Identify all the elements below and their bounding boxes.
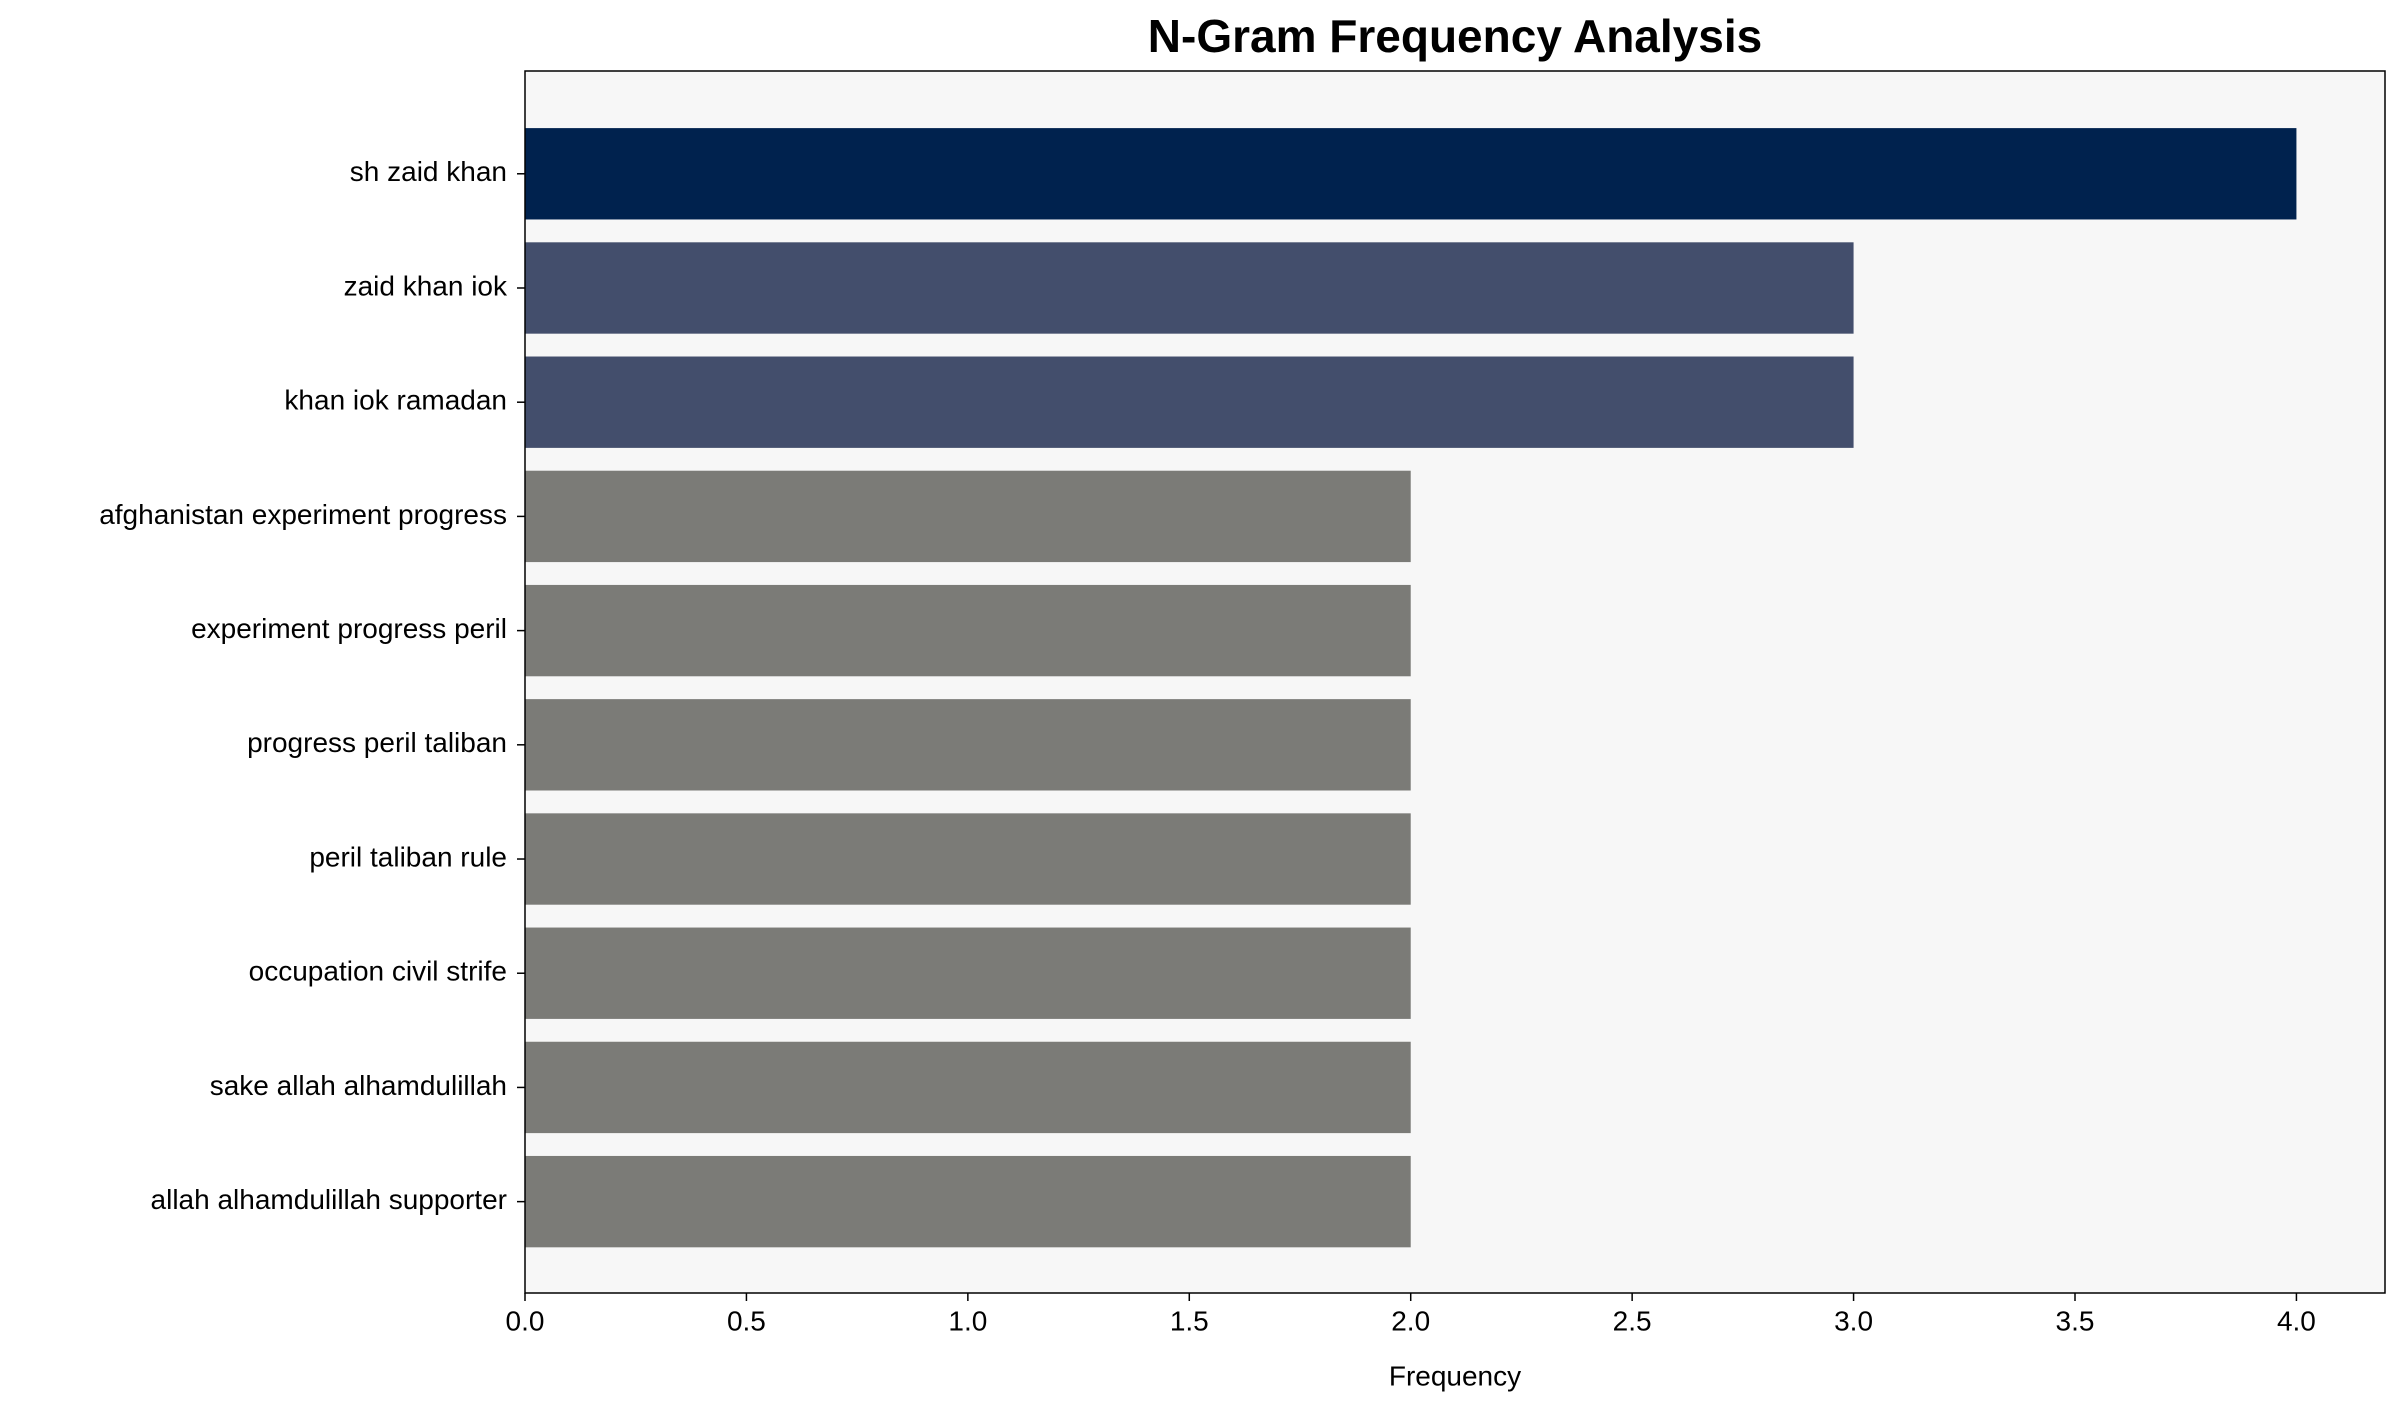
bar bbox=[525, 470, 1411, 563]
bar bbox=[525, 699, 1411, 791]
x-tick-label: 2.0 bbox=[1391, 1305, 1430, 1336]
x-tick-label: 1.0 bbox=[948, 1305, 987, 1336]
y-tick-label: zaid khan iok bbox=[344, 270, 508, 301]
y-tick-label: progress peril taliban bbox=[247, 727, 507, 758]
bar bbox=[525, 813, 1411, 905]
bar bbox=[525, 927, 1411, 1019]
y-tick-label: peril taliban rule bbox=[309, 841, 507, 872]
bar bbox=[525, 242, 1854, 334]
y-tick-label: khan iok ramadan bbox=[284, 385, 507, 416]
y-tick-label: allah alhamdulillah supporter bbox=[151, 1184, 507, 1215]
x-tick-label: 0.0 bbox=[506, 1305, 545, 1336]
y-tick-label: experiment progress peril bbox=[191, 613, 507, 644]
x-tick-label: 4.0 bbox=[2277, 1305, 2316, 1336]
bar bbox=[525, 1155, 1411, 1248]
x-tick-label: 3.5 bbox=[2056, 1305, 2095, 1336]
plot-frame bbox=[524, 70, 2386, 1294]
y-tick-label: sake allah alhamdulillah bbox=[210, 1070, 507, 1101]
bar bbox=[525, 584, 1411, 677]
y-tick-label: sh zaid khan bbox=[350, 156, 507, 187]
y-tick-label: occupation civil strife bbox=[249, 956, 507, 987]
x-tick-label: 1.5 bbox=[1170, 1305, 1209, 1336]
y-tick-label: afghanistan experiment progress bbox=[99, 499, 507, 530]
x-axis-label: Frequency bbox=[1389, 1360, 1521, 1391]
bar bbox=[525, 356, 1854, 448]
bar bbox=[525, 128, 2297, 220]
x-tick-label: 2.5 bbox=[1613, 1305, 1652, 1336]
x-tick-label: 0.5 bbox=[727, 1305, 766, 1336]
x-tick-label: 3.0 bbox=[1834, 1305, 1873, 1336]
bar bbox=[525, 1041, 1411, 1134]
chart-title: N-Gram Frequency Analysis bbox=[1148, 10, 1762, 62]
